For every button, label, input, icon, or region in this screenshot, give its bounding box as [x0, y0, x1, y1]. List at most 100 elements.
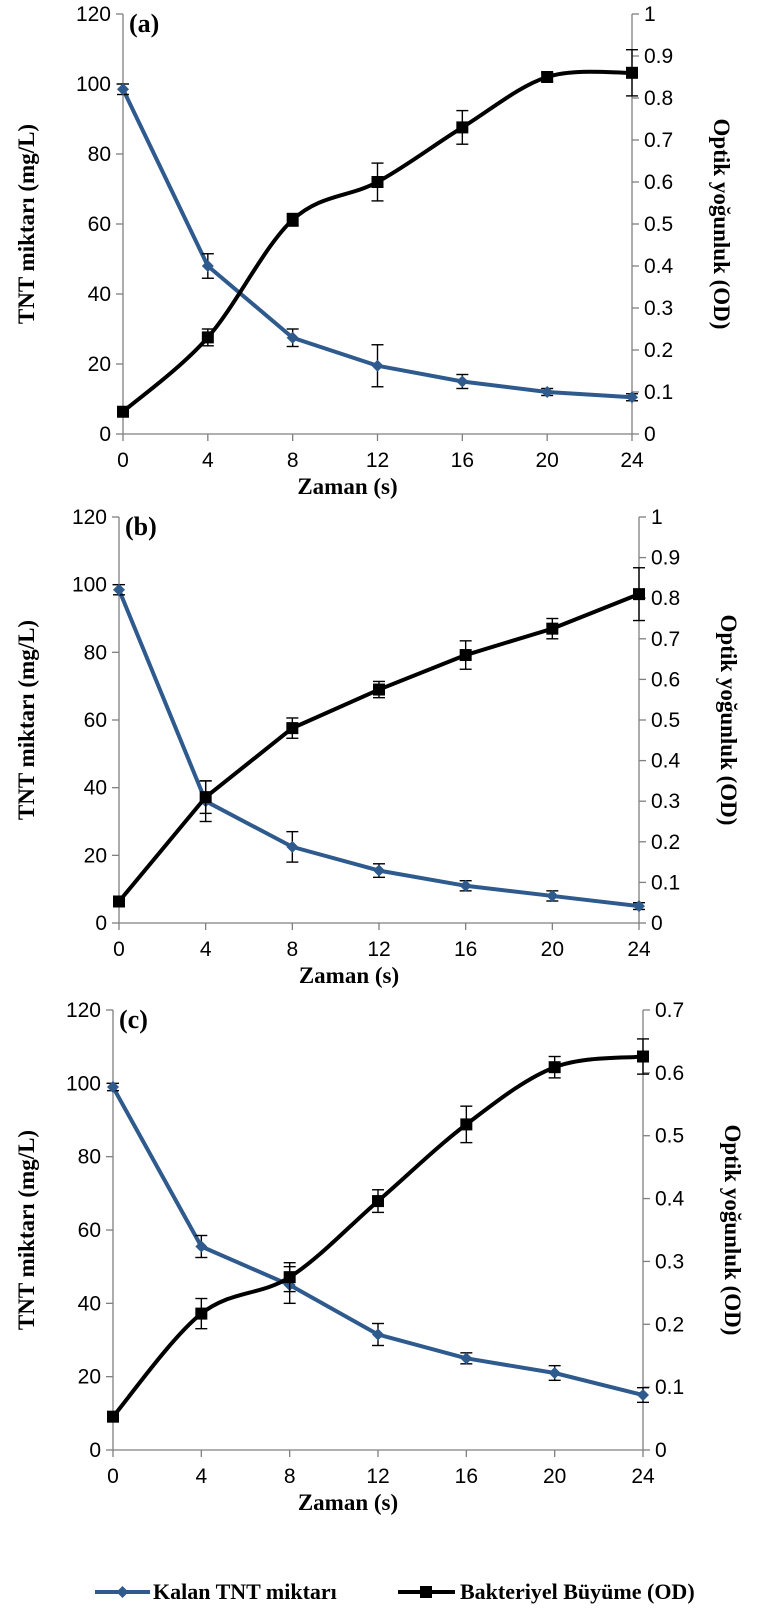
y2-tick-label: 0.8: [651, 587, 680, 610]
y2-tick-label: 0.1: [644, 381, 673, 404]
y-tick-label: 0: [99, 423, 111, 446]
y2-tick-label: 0.6: [655, 1062, 684, 1085]
tnt-data-point: [626, 391, 638, 404]
y-tick-label: 80: [78, 1146, 101, 1169]
y2-tick-label: 0.3: [655, 1250, 684, 1273]
y-axis-title: TNT miktarı (mg/L): [14, 1130, 39, 1330]
y2-tick-label: 1: [644, 3, 656, 26]
y2-tick-label: 0.7: [644, 129, 673, 152]
x-tick-label: 20: [543, 1465, 566, 1488]
growth-data-point: [113, 895, 125, 908]
x-tick-label: 16: [454, 938, 477, 961]
growth-data-point: [637, 1050, 649, 1063]
x-tick-label: 12: [367, 938, 390, 961]
tnt-data-point: [117, 83, 129, 96]
x-tick-label: 12: [366, 1465, 389, 1488]
tnt-series-line: [117, 588, 640, 909]
growth-data-point: [541, 71, 554, 83]
growth-data-point: [199, 791, 212, 804]
chart-panel-b: 0 20 40 60 80 100 120 0 0.1 0.2 0.3 0.4 0.5 0.6 0.7 0.8…: [0, 500, 777, 1000]
y-axis-title: TNT miktarı (mg/L): [14, 124, 39, 324]
panel-label: (a): [129, 9, 159, 38]
x-tick-label: 16: [455, 1465, 478, 1488]
y2-axis-title: Optik yoğunluk (OD): [720, 1125, 745, 1336]
tnt-data-point: [546, 889, 559, 902]
y2-tick-label: 0.5: [655, 1125, 684, 1148]
y-tick-label: 40: [78, 1292, 101, 1315]
tnt-data-point: [637, 1389, 649, 1401]
chart-legend: Kalan TNT miktarı Bakteriyel Büyüme (OD): [95, 1579, 695, 1604]
growth-series-line: [117, 592, 640, 903]
growth-data-point: [460, 1118, 473, 1131]
chart-panel-c: 0 20 40 60 80 100 120 0 0.1 0.2 0.3 0.4 0.5 0.6 0.7 0 4 8…: [0, 999, 777, 1560]
y2-tick-label: 0.5: [644, 213, 673, 236]
growth-data-point: [459, 649, 472, 662]
tnt-data-point: [460, 1352, 473, 1365]
y2-tick-label: 0.9: [644, 45, 673, 68]
y2-tick-label: 0.9: [651, 547, 680, 570]
x-tick-label: 20: [541, 938, 564, 961]
x-tick-label: 4: [200, 938, 212, 961]
growth-data-point: [201, 331, 214, 344]
tnt-data-point: [113, 583, 125, 596]
tnt-data-point: [541, 386, 554, 398]
growth-data-point: [633, 588, 645, 601]
y2-tick-label: 0.6: [644, 171, 673, 194]
x-tick-label: 0: [113, 938, 125, 961]
y2-axis-title: Optik yoğunluk (OD): [709, 119, 734, 330]
x-axis-title: Zaman (s): [297, 474, 397, 499]
y-tick-label: 20: [84, 844, 107, 867]
y2-tick-label: 0: [655, 1439, 667, 1462]
y-tick-label: 120: [66, 999, 101, 1022]
chart-svg: 02040608010012000.10.20.30.40.50.60.70.8…: [14, 506, 741, 988]
y-tick-label: 0: [89, 1439, 101, 1462]
y-tick-label: 80: [84, 641, 107, 664]
y-tick-label: 60: [84, 709, 107, 732]
growth-data-point: [373, 683, 385, 696]
growth-data-point: [548, 1061, 561, 1074]
y2-tick-label: 0.4: [644, 255, 674, 278]
y-tick-label: 120: [72, 506, 107, 529]
y2-axis-title: Optik yoğunluk (OD): [716, 615, 741, 826]
tnt-series-line: [111, 1086, 644, 1397]
legend-tnt-marker: [116, 1586, 129, 1598]
legend-growth-marker: [420, 1586, 432, 1598]
growth-data-point: [283, 1271, 296, 1284]
y-tick-label: 60: [78, 1219, 101, 1242]
legend-tnt-label: Kalan TNT miktarı: [153, 1579, 337, 1604]
y2-tick-label: 0.2: [651, 831, 680, 854]
y2-tick-label: 0.2: [655, 1313, 684, 1336]
x-tick-label: 16: [451, 449, 474, 472]
tnt-data-point: [373, 864, 385, 877]
y-tick-label: 40: [84, 777, 107, 800]
tnt-data-point: [456, 375, 469, 388]
tnt-data-point: [286, 840, 299, 853]
growth-data-point: [626, 66, 638, 79]
y2-tick-label: 0: [651, 912, 663, 935]
legend-growth-label: Bakteriyel Büyüme (OD): [460, 1579, 695, 1604]
x-tick-label: 24: [631, 1465, 655, 1488]
growth-data-point: [286, 213, 299, 226]
tnt-data-point: [107, 1081, 119, 1093]
growth-data-point: [456, 121, 469, 134]
y-tick-label: 80: [88, 143, 111, 166]
tnt-data-point: [633, 900, 645, 913]
x-axis-title: Zaman (s): [299, 963, 399, 988]
tnt-data-point: [201, 260, 214, 272]
chart-panel-a: 0 20 40 60 80 100 120 0 0.1 0.2 0.3 0.4 0.5 0.6 0.7 0.8…: [0, 0, 777, 500]
x-tick-label: 0: [107, 1465, 119, 1488]
x-tick-label: 24: [620, 449, 644, 472]
growth-data-point: [195, 1307, 208, 1320]
x-tick-label: 8: [286, 938, 298, 961]
y-axis-title: TNT miktarı (mg/L): [14, 620, 39, 820]
growth-data-point: [117, 405, 129, 418]
x-tick-label: 20: [535, 449, 558, 472]
x-tick-label: 24: [627, 938, 651, 961]
x-axis-title: Zaman (s): [298, 1490, 398, 1515]
tnt-data-point: [371, 359, 384, 372]
growth-data-point: [546, 622, 559, 635]
y2-tick-label: 0.3: [644, 297, 673, 320]
panel-label: (b): [125, 512, 157, 541]
y2-tick-label: 0.4: [651, 750, 681, 773]
